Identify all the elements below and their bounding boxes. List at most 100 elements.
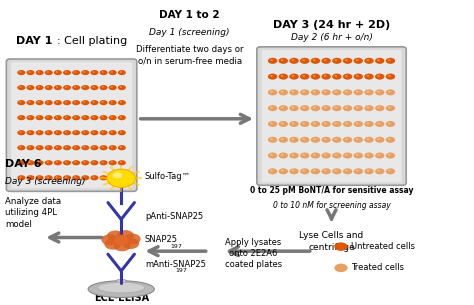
Circle shape: [119, 101, 122, 103]
Text: Untreated cells: Untreated cells: [351, 242, 415, 251]
Circle shape: [332, 105, 342, 111]
Circle shape: [279, 58, 288, 64]
Circle shape: [354, 168, 363, 174]
Text: Apply lysates
onto 2E2A6
coated plates: Apply lysates onto 2E2A6 coated plates: [225, 238, 282, 269]
Circle shape: [100, 175, 108, 180]
Text: Day 1 (screening): Day 1 (screening): [149, 28, 230, 37]
Circle shape: [279, 152, 288, 159]
Circle shape: [27, 160, 35, 165]
Circle shape: [313, 75, 316, 77]
Circle shape: [109, 130, 117, 135]
Circle shape: [377, 154, 380, 156]
Circle shape: [345, 170, 348, 171]
Circle shape: [354, 152, 363, 159]
Circle shape: [109, 115, 117, 120]
Circle shape: [72, 70, 80, 75]
Circle shape: [65, 71, 67, 73]
Circle shape: [334, 122, 337, 124]
Circle shape: [91, 70, 99, 75]
Circle shape: [281, 154, 283, 156]
Circle shape: [345, 91, 348, 92]
Circle shape: [37, 116, 40, 118]
Circle shape: [324, 59, 327, 61]
Circle shape: [289, 74, 299, 80]
Circle shape: [311, 105, 320, 111]
Circle shape: [81, 160, 89, 165]
Circle shape: [55, 86, 58, 88]
Circle shape: [37, 86, 40, 88]
Circle shape: [72, 100, 80, 105]
Circle shape: [386, 168, 395, 174]
Circle shape: [281, 91, 283, 92]
Circle shape: [83, 116, 85, 118]
Circle shape: [119, 131, 122, 133]
Circle shape: [19, 161, 21, 163]
Circle shape: [324, 154, 327, 156]
Circle shape: [18, 130, 25, 135]
Circle shape: [386, 152, 395, 159]
Circle shape: [343, 168, 352, 174]
Text: mAnti-SNAP25: mAnti-SNAP25: [145, 260, 206, 269]
Circle shape: [292, 170, 294, 171]
Circle shape: [268, 121, 277, 127]
Circle shape: [19, 131, 21, 133]
Circle shape: [36, 130, 44, 135]
Circle shape: [119, 146, 122, 148]
Circle shape: [101, 116, 104, 118]
Circle shape: [332, 137, 342, 143]
Circle shape: [91, 175, 99, 180]
Circle shape: [36, 70, 44, 75]
Circle shape: [356, 75, 358, 77]
Circle shape: [300, 74, 310, 80]
Circle shape: [377, 106, 380, 108]
Circle shape: [311, 168, 320, 174]
Circle shape: [27, 145, 35, 150]
Circle shape: [109, 100, 117, 105]
Circle shape: [289, 168, 299, 174]
Circle shape: [36, 115, 44, 120]
Circle shape: [311, 137, 320, 143]
Circle shape: [279, 89, 288, 95]
Circle shape: [46, 116, 49, 118]
Circle shape: [332, 89, 342, 95]
Circle shape: [321, 105, 331, 111]
Circle shape: [375, 121, 384, 127]
Circle shape: [386, 74, 395, 80]
Circle shape: [117, 230, 134, 241]
Circle shape: [377, 59, 380, 61]
Circle shape: [101, 131, 104, 133]
Circle shape: [110, 176, 113, 178]
Circle shape: [91, 85, 99, 90]
Circle shape: [118, 115, 126, 120]
Circle shape: [311, 74, 320, 80]
Text: 0 to 10 nM for screening assay: 0 to 10 nM for screening assay: [273, 201, 391, 210]
Circle shape: [270, 170, 273, 171]
Circle shape: [65, 116, 67, 118]
Circle shape: [100, 145, 108, 150]
Circle shape: [281, 59, 283, 61]
Circle shape: [74, 131, 76, 133]
Circle shape: [366, 106, 369, 108]
Circle shape: [83, 71, 85, 73]
Circle shape: [101, 86, 104, 88]
Circle shape: [334, 264, 347, 272]
Circle shape: [343, 89, 352, 95]
Circle shape: [118, 70, 126, 75]
Circle shape: [19, 146, 21, 148]
Ellipse shape: [98, 282, 145, 293]
Circle shape: [65, 101, 67, 103]
Circle shape: [343, 121, 352, 127]
Circle shape: [63, 145, 71, 150]
Text: Treated cells: Treated cells: [351, 264, 404, 272]
Circle shape: [270, 154, 273, 156]
Circle shape: [268, 89, 277, 95]
Circle shape: [281, 138, 283, 140]
Circle shape: [332, 74, 342, 80]
Circle shape: [18, 100, 25, 105]
Circle shape: [74, 101, 76, 103]
Circle shape: [334, 59, 337, 61]
Circle shape: [110, 86, 113, 88]
Text: Lyse Cells and
centrifuge: Lyse Cells and centrifuge: [300, 231, 364, 252]
Circle shape: [324, 91, 327, 92]
Circle shape: [302, 106, 305, 108]
